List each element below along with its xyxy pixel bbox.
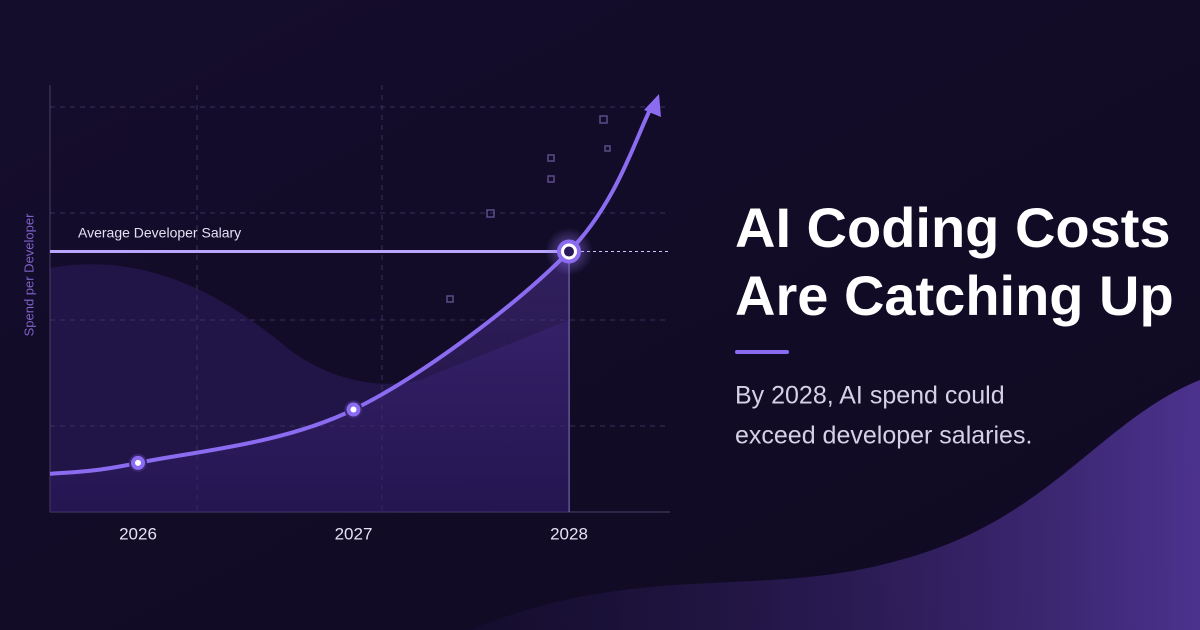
decor-squares [446, 115, 611, 303]
point-center [135, 459, 141, 466]
subtitle-line: By 2028, AI spend could [735, 382, 1005, 410]
title-line: Are Catching Up [735, 264, 1174, 327]
curve-tail [567, 105, 654, 253]
point-center [564, 246, 574, 257]
arrow-head [644, 94, 661, 117]
reference-label: Average Developer Salary [78, 225, 241, 241]
area [50, 251, 569, 512]
title-line: AI Coding Costs [735, 196, 1171, 259]
divider [735, 350, 789, 354]
subtitle-line: exceed developer salaries. [735, 422, 1032, 450]
point-center [350, 406, 357, 413]
x-tick-label: 2027 [335, 524, 373, 543]
curve-start [49, 460, 139, 476]
grid [50, 85, 670, 512]
y-axis-label: Spend per Developer [21, 213, 36, 337]
x-tick-label: 2026 [119, 524, 157, 543]
x-tick-label: 2028 [550, 524, 588, 543]
wave [470, 380, 1200, 630]
